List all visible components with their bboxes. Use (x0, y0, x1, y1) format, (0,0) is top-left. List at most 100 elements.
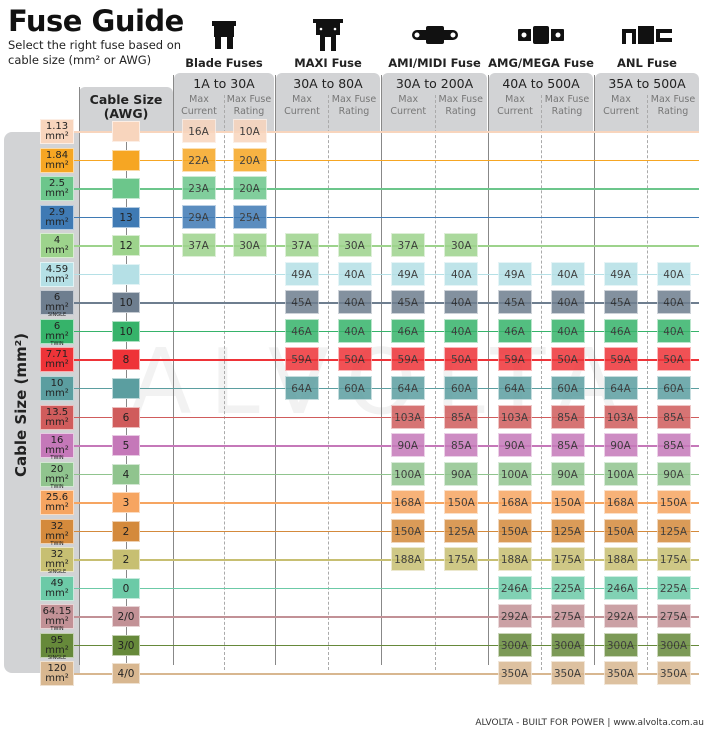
group-divider (275, 75, 276, 665)
max-current-cell: 90A (603, 433, 638, 458)
cable-size-value: 16 (50, 435, 64, 447)
max-fuse-rating-cell: 40A (337, 318, 372, 343)
cable-note: TWIN (50, 626, 64, 633)
fuse-type-name: MAXI Fuse (294, 56, 362, 70)
max-current-cell: 37A (284, 233, 319, 258)
max-fuse-rating-cell: 150A (656, 490, 691, 515)
max-fuse-rating-cell: 150A (444, 490, 479, 515)
max-fuse-rating-cell: 40A (550, 261, 585, 286)
max-fuse-rating-cell: 40A (337, 290, 372, 315)
footer: ALVOLTA - BUILT FOR POWER | www.alvolta.… (475, 718, 704, 728)
cable-size-label: 120 mm² (40, 661, 74, 687)
max-current-cell: 103A (390, 404, 425, 429)
cable-size-unit: mm² (45, 616, 69, 628)
max-fuse-rating-cell: 30A (444, 233, 479, 258)
awg-cell (112, 377, 140, 399)
max-current-cell: 64A (497, 375, 532, 400)
row-line (74, 644, 699, 647)
max-fuse-rating-header: Max Fuse Rating (226, 94, 272, 117)
max-current-header: Max Current (181, 94, 217, 117)
cable-size-value: 120 (47, 663, 67, 675)
max-current-cell: 150A (603, 518, 638, 543)
max-fuse-rating-cell: 125A (444, 518, 479, 543)
row-line (74, 131, 699, 133)
max-fuse-rating-cell: 85A (550, 433, 585, 458)
cable-size-unit: mm² (45, 330, 69, 342)
cable-size-unit: mm² (45, 302, 69, 314)
row-line (74, 616, 699, 618)
cable-size-unit: mm² (45, 273, 69, 285)
max-current-cell: 37A (181, 233, 216, 258)
midi-fuse-icon (381, 20, 488, 50)
max-fuse-rating-cell: 40A (444, 318, 479, 343)
cable-note: SINGLE (47, 312, 67, 319)
cable-size-value: 4.59 (45, 263, 69, 275)
cable-size-label: 1.13 mm² (40, 119, 74, 144)
max-current-cell: 188A (497, 547, 532, 572)
max-current-cell: 100A (497, 461, 532, 486)
cable-size-label: 49 mm² (40, 575, 74, 601)
max-fuse-rating-cell: 85A (444, 404, 479, 429)
awg-cell: 2 (112, 520, 140, 542)
row-line (74, 159, 699, 162)
cable-size-value: 49 (50, 577, 64, 589)
max-current-cell: 103A (497, 404, 532, 429)
column-divider (647, 95, 648, 670)
max-current-cell: 150A (390, 518, 425, 543)
max-current-cell: 59A (284, 347, 319, 372)
max-fuse-rating-cell: 300A (656, 632, 691, 657)
cable-size-unit: mm² (45, 416, 69, 428)
max-fuse-rating-cell: 275A (550, 604, 585, 629)
cable-size-unit: mm² (45, 359, 69, 371)
row-line (74, 387, 699, 390)
max-fuse-rating-cell: 10A (232, 119, 267, 143)
awg-cell: 0 (112, 577, 140, 599)
max-current-cell: 188A (390, 547, 425, 572)
awg-cell (112, 149, 140, 171)
max-current-cell: 350A (497, 661, 532, 686)
max-fuse-rating-cell: 20A (232, 147, 267, 172)
fuse-range: 35A to 500A (608, 76, 686, 91)
max-current-header: Max Current (390, 94, 427, 117)
max-fuse-rating-cell: 50A (656, 347, 691, 372)
max-current-cell: 90A (390, 433, 425, 458)
cable-size-label: 2.5 mm² (40, 176, 74, 202)
row-line (74, 559, 699, 561)
max-current-cell: 46A (284, 318, 319, 343)
max-current-cell: 45A (497, 290, 532, 315)
max-fuse-rating-header: Max Fuse Rating (331, 94, 377, 117)
max-current-cell: 188A (603, 547, 638, 572)
cable-size-value: 95 (50, 634, 64, 646)
cable-size-value: 25.6 (45, 492, 69, 504)
max-current-header: Max Current (497, 94, 533, 117)
max-fuse-rating-cell: 60A (550, 375, 585, 400)
row-line (74, 473, 699, 476)
cable-note: TWIN (50, 455, 64, 462)
group-divider (594, 75, 595, 665)
max-current-cell: 59A (603, 347, 638, 372)
row-line (74, 302, 699, 304)
group-divider (79, 87, 80, 665)
max-fuse-rating-cell: 275A (656, 604, 691, 629)
max-fuse-rating-cell: 50A (337, 347, 372, 372)
row-line (74, 216, 699, 219)
max-fuse-rating-cell: 30A (337, 233, 372, 258)
row-line (74, 330, 699, 333)
cable-size-label: 16 mm² TWIN (40, 433, 74, 462)
max-current-cell: 90A (497, 433, 532, 458)
max-fuse-rating-cell: 350A (656, 661, 691, 686)
fuse-type-name: ANL Fuse (617, 56, 677, 70)
awg-cell: 4/0 (112, 663, 140, 685)
max-current-header: Max Current (603, 94, 639, 117)
max-current-cell: 292A (603, 604, 638, 629)
max-current-cell: 46A (390, 318, 425, 343)
awg-cell: 2 (112, 549, 140, 571)
group-divider (381, 75, 382, 665)
awg-cell (112, 178, 140, 200)
max-current-cell: 29A (181, 204, 216, 229)
max-fuse-rating-cell: 50A (444, 347, 479, 372)
max-current-cell: 168A (390, 490, 425, 515)
row-line (74, 245, 699, 247)
max-fuse-rating-cell: 225A (656, 575, 691, 600)
awg-cell: 5 (112, 435, 140, 457)
